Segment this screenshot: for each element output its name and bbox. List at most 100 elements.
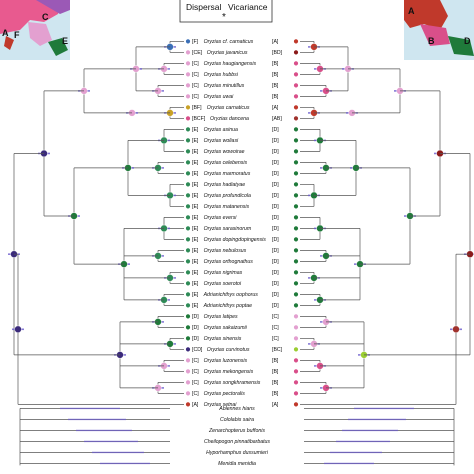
taxon-name: Oryzias orthognathus bbox=[204, 259, 254, 265]
taxon-left-area: [E] bbox=[192, 138, 199, 144]
taxon-name: Oryzias mekongensis bbox=[204, 369, 254, 375]
taxon-name: Oryzias haugiangensis bbox=[204, 61, 257, 67]
tip-dot-right bbox=[293, 215, 299, 220]
node-left bbox=[14, 325, 22, 333]
tip-dot-left bbox=[185, 402, 191, 407]
taxon-left-area: [E] bbox=[192, 270, 199, 276]
taxon-name: Oryzias sarasinorum bbox=[204, 226, 252, 232]
tip-dot-left bbox=[185, 270, 191, 275]
tip-dot-left bbox=[185, 226, 191, 231]
taxon-left-area: [C] bbox=[192, 358, 199, 364]
tip-dot-right bbox=[293, 270, 299, 275]
map-left-label-f: F bbox=[14, 30, 20, 40]
taxon-left-area: [C] bbox=[192, 61, 199, 67]
legend-marker: * bbox=[222, 12, 226, 23]
tip-dot-right bbox=[293, 83, 299, 88]
tip-dot-left bbox=[185, 248, 191, 253]
tip-dot-right bbox=[293, 50, 299, 55]
taxon-name: Oryzias sakaizumii bbox=[204, 325, 248, 331]
tip-dot-left bbox=[185, 292, 191, 297]
tip-dot-left bbox=[185, 116, 191, 121]
taxon-right-area: [D] bbox=[272, 270, 279, 276]
taxon-left-area: [E] bbox=[192, 303, 199, 309]
taxon-left-area: [BCF] bbox=[192, 116, 206, 122]
tip-dot-right bbox=[293, 292, 299, 297]
tip-dot-left bbox=[185, 160, 191, 165]
taxon-name: Oryzias minutillus bbox=[204, 83, 245, 89]
taxon-left-area: [E] bbox=[192, 248, 199, 254]
taxon-name: Oryzias nigrimas bbox=[204, 270, 243, 276]
taxon-left-area: [C] bbox=[192, 94, 199, 100]
taxon-left-area: [A] bbox=[192, 402, 199, 408]
taxon-name: Oryzias matanensis bbox=[204, 204, 250, 210]
taxon-left-area: [E] bbox=[192, 182, 199, 188]
taxon-right-area: [D] bbox=[272, 138, 279, 144]
taxon-right-area: [B] bbox=[272, 83, 279, 89]
taxon-name: Adrianichthys oophorus bbox=[203, 292, 259, 298]
outgroup-name: Cheilopogon pinnatibarbatus bbox=[204, 439, 270, 445]
map-left: A F C E bbox=[0, 0, 70, 60]
tip-dot-right bbox=[293, 116, 299, 121]
taxon-name: Oryzias songkhramensis bbox=[204, 380, 261, 386]
tip-dot-right bbox=[293, 380, 299, 385]
taxon-left-area: [E] bbox=[192, 204, 199, 210]
tip-dot-left bbox=[185, 336, 191, 341]
taxon-right-area: [B] bbox=[272, 94, 279, 100]
tip-dot-left bbox=[185, 204, 191, 209]
tip-dot-right bbox=[293, 226, 299, 231]
tip-dot-right bbox=[293, 369, 299, 374]
tip-dot-left bbox=[185, 215, 191, 220]
taxon-name: Oryzias hadiatyae bbox=[204, 182, 246, 188]
tip-dot-left bbox=[185, 149, 191, 154]
tip-dot-left bbox=[185, 347, 191, 352]
taxon-name: Oryzias nebulosus bbox=[204, 248, 247, 254]
taxon-right-area: [D] bbox=[272, 303, 279, 309]
taxon-right-area: [B] bbox=[272, 391, 279, 397]
tip-dot-left bbox=[185, 314, 191, 319]
tip-dot-right bbox=[293, 39, 299, 44]
taxon-right-area: [D] bbox=[272, 259, 279, 265]
taxon-right-area: [C] bbox=[272, 314, 279, 320]
tip-dot-right bbox=[293, 94, 299, 99]
tip-dot-right bbox=[293, 138, 299, 143]
taxon-labels: [F] Oryzias cf. carnaticus [A][CE] Oryzias … bbox=[185, 39, 299, 408]
tip-dot-left bbox=[185, 171, 191, 176]
taxon-name: Oryzias eversi bbox=[204, 215, 238, 221]
taxon-name: Oryzias latipes bbox=[204, 314, 238, 320]
taxon-name: Oryzias sinensis bbox=[204, 336, 242, 342]
tip-dot-left bbox=[185, 72, 191, 77]
tip-dot-right bbox=[293, 204, 299, 209]
taxon-name: Oryzias uwai bbox=[204, 94, 235, 100]
tip-dot-left bbox=[185, 83, 191, 88]
taxon-left-area: [C] bbox=[192, 380, 199, 386]
map-left-label-e: E bbox=[62, 36, 68, 46]
taxon-right-area: [D] bbox=[272, 204, 279, 210]
taxon-left-area: [E] bbox=[192, 193, 199, 199]
tip-dot-right bbox=[293, 127, 299, 132]
taxon-name: Oryzias soerotoi bbox=[204, 281, 242, 287]
taxon-left-area: [E] bbox=[192, 171, 199, 177]
taxon-right-area: [D] bbox=[272, 160, 279, 166]
tip-dot-right bbox=[293, 314, 299, 319]
legend-dispersal: Dispersal bbox=[186, 2, 222, 12]
taxon-left-area: [E] bbox=[192, 160, 199, 166]
tip-dot-left bbox=[185, 39, 191, 44]
taxon-right-area: [D] bbox=[272, 193, 279, 199]
map-right-label-b: B bbox=[428, 36, 435, 46]
tip-dot-right bbox=[293, 303, 299, 308]
taxon-name: Oryzias marmoratus bbox=[204, 171, 251, 177]
taxon-left-area: [BF] bbox=[192, 105, 202, 111]
taxon-right-area: [A] bbox=[272, 402, 279, 408]
taxon-right-area: [D] bbox=[272, 127, 279, 133]
taxon-right-area: [A] bbox=[272, 105, 279, 111]
taxon-right-area: [BC] bbox=[272, 347, 283, 353]
taxon-left-area: [D] bbox=[192, 314, 199, 320]
taxon-left-area: [C] bbox=[192, 369, 199, 375]
taxon-name: Oryzias luzonensis bbox=[204, 358, 248, 364]
taxon-left-area: [C] bbox=[192, 83, 199, 89]
taxon-right-area: [D] bbox=[272, 182, 279, 188]
tip-dot-right bbox=[293, 171, 299, 176]
taxon-right-area: [D] bbox=[272, 226, 279, 232]
tip-dot-right bbox=[293, 347, 299, 352]
